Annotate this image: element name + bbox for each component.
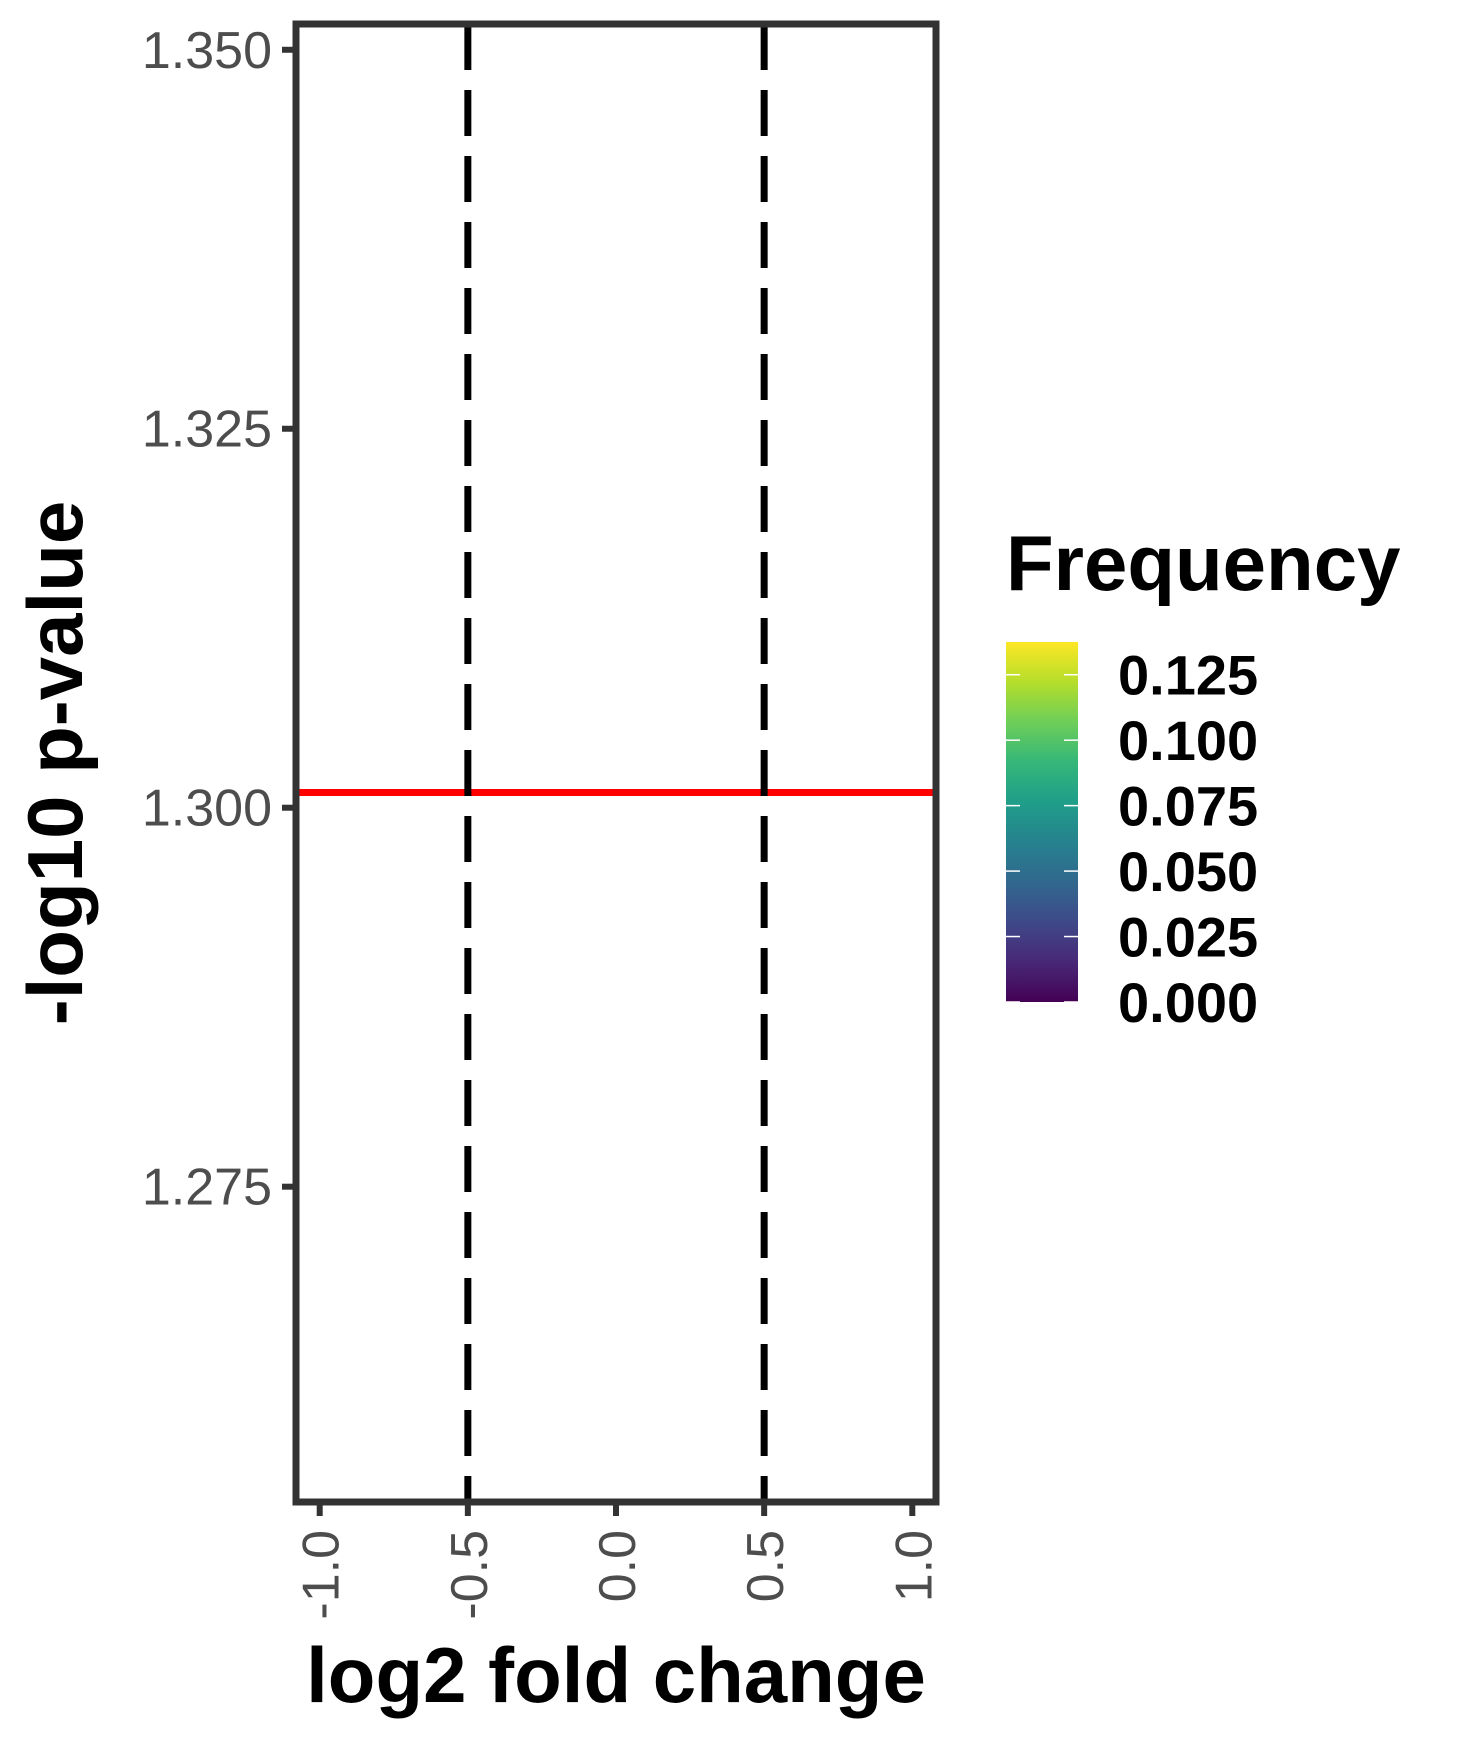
legend-tick-label: 0.000 [1118,971,1258,1034]
legend-tick-label: 0.075 [1118,775,1258,838]
y-axis-title: -log10 p-value [11,501,99,1025]
x-tick-label: 0.5 [737,1530,795,1602]
legend-tick-label: 0.025 [1118,906,1258,969]
reference-lines [296,24,936,1502]
y-tick-label: 1.300 [142,780,272,838]
legend-title: Frequency [1006,519,1400,607]
x-tick-label: -0.5 [441,1530,499,1620]
legend-tick-label: 0.125 [1118,644,1258,707]
y-tick-label: 1.275 [142,1159,272,1217]
x-tick-label: 0.0 [589,1530,647,1602]
y-tick-label: 1.350 [142,22,272,80]
y-axis: 1.275 1.300 1.325 1.350 [142,22,296,1217]
legend-colorbar [1006,642,1078,1002]
x-axis: -1.0 -0.5 0.0 0.5 1.0 [293,1502,943,1620]
legend-tick-label: 0.100 [1118,709,1258,772]
x-tick-label: 1.0 [885,1530,943,1602]
y-tick-label: 1.325 [142,401,272,459]
legend-tick-label: 0.050 [1118,840,1258,903]
x-tick-label: -1.0 [293,1530,351,1620]
plot-panel-background [296,24,936,1502]
x-axis-title: log2 fold change [306,1631,926,1719]
